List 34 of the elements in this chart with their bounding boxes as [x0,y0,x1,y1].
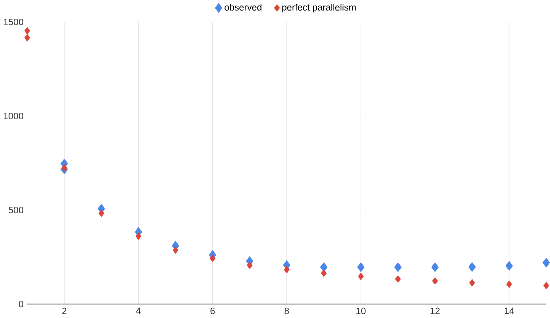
point [172,246,179,254]
y-tick-label: 500 [8,207,24,214]
x-tick-label: 6 [210,308,215,315]
point [247,262,253,270]
point [24,34,30,42]
y-tick-label: 0 [19,301,24,308]
point [432,262,439,272]
point [136,232,142,240]
point [506,261,514,272]
point [284,266,290,274]
point [320,262,328,272]
x-tick-label: 4 [136,308,141,314]
point [24,27,30,35]
point [469,279,476,287]
point [394,262,402,272]
legend-label: observed [224,4,262,11]
x-tick-label: 12 [430,308,440,314]
point [506,280,512,288]
y-tick-label: 1000 [4,113,24,120]
x-tick-label: 14 [505,308,514,314]
x-tick-label: 8 [284,308,290,315]
point [432,277,438,286]
x-tick-label: 2 [62,308,67,314]
point [62,164,68,172]
y-tick-label: 1500 [4,19,24,26]
point [395,276,402,284]
point [98,210,105,218]
legend-label: perfect parallelism [282,4,356,13]
x-tick-label: 10 [356,308,366,315]
point [468,262,476,272]
point [210,254,216,262]
point [321,270,327,278]
point [358,272,364,281]
point [357,262,365,272]
